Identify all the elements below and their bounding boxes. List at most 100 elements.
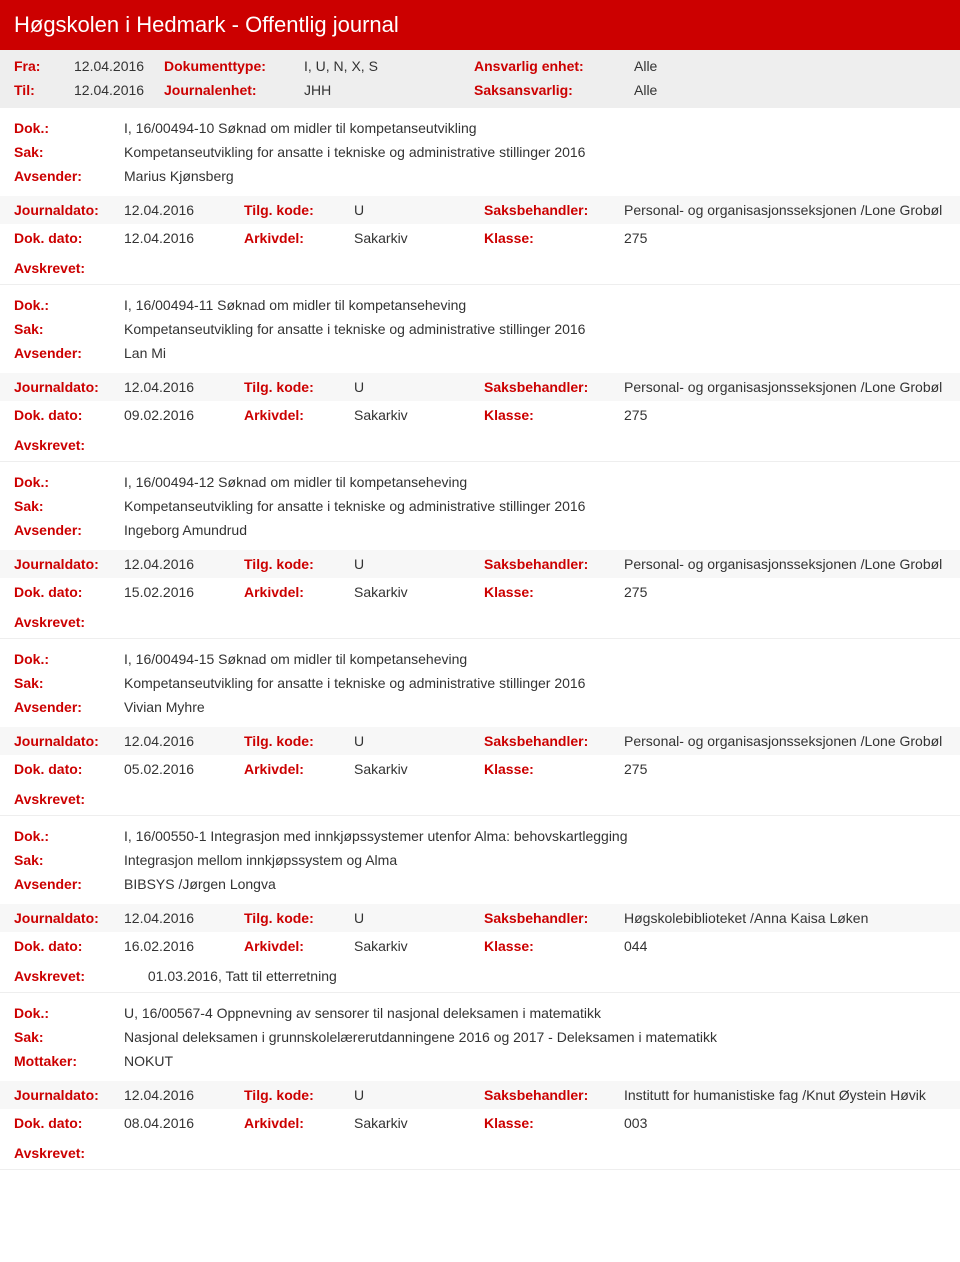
dokdato-label: Dok. dato: bbox=[14, 761, 124, 777]
dok-value: I, 16/00494-15 Søknad om midler til komp… bbox=[124, 651, 946, 667]
saksbehandler-value: Personal- og organisasjonsseksjonen /Lon… bbox=[624, 556, 946, 572]
sak-value: Integrasjon mellom innkjøpssystem og Alm… bbox=[124, 852, 946, 868]
dokdato-value: 15.02.2016 bbox=[124, 584, 244, 600]
klasse-value: 003 bbox=[624, 1115, 946, 1131]
party-label: Avsender: bbox=[14, 345, 124, 361]
dok-label: Dok.: bbox=[14, 474, 124, 490]
sak-value: Nasjonal deleksamen i grunnskolelærerutd… bbox=[124, 1029, 946, 1045]
journaldato-label: Journaldato: bbox=[14, 733, 124, 749]
party-label: Mottaker: bbox=[14, 1053, 124, 1069]
dokdato-label: Dok. dato: bbox=[14, 407, 124, 423]
tilgkode-value: U bbox=[354, 1087, 484, 1103]
journaldato-label: Journaldato: bbox=[14, 379, 124, 395]
filter-block: Fra: 12.04.2016 Dokumenttype: I, U, N, X… bbox=[0, 50, 960, 108]
ansvarlig-value: Alle bbox=[634, 58, 734, 74]
saksbehandler-value: Personal- og organisasjonsseksjonen /Lon… bbox=[624, 733, 946, 749]
dok-value: I, 16/00550-1 Integrasjon med innkjøpssy… bbox=[124, 828, 946, 844]
sak-value: Kompetanseutvikling for ansatte i teknis… bbox=[124, 675, 946, 691]
avskrevet-label: Avskrevet: bbox=[14, 437, 124, 453]
saksbehandler-label: Saksbehandler: bbox=[484, 202, 624, 218]
avskrevet-label: Avskrevet: bbox=[14, 968, 124, 984]
party-value: Vivian Myhre bbox=[124, 699, 946, 715]
saksbehandler-value: Personal- og organisasjonsseksjonen /Lon… bbox=[624, 202, 946, 218]
fra-value: 12.04.2016 bbox=[74, 58, 164, 74]
klasse-label: Klasse: bbox=[484, 584, 624, 600]
saksbehandler-label: Saksbehandler: bbox=[484, 1087, 624, 1103]
tilgkode-value: U bbox=[354, 910, 484, 926]
sak-label: Sak: bbox=[14, 321, 124, 337]
journaldato-value: 12.04.2016 bbox=[124, 202, 244, 218]
sak-value: Kompetanseutvikling for ansatte i teknis… bbox=[124, 321, 946, 337]
dokdato-value: 16.02.2016 bbox=[124, 938, 244, 954]
til-label: Til: bbox=[14, 82, 74, 98]
ansvarlig-label: Ansvarlig enhet: bbox=[474, 58, 634, 74]
page-title: Høgskolen i Hedmark - Offentlig journal bbox=[0, 0, 960, 50]
tilgkode-value: U bbox=[354, 202, 484, 218]
klasse-value: 275 bbox=[624, 407, 946, 423]
saksbehandler-label: Saksbehandler: bbox=[484, 379, 624, 395]
journal-entry: Dok.:I, 16/00494-11 Søknad om midler til… bbox=[0, 285, 960, 462]
dok-value: I, 16/00494-10 Søknad om midler til komp… bbox=[124, 120, 946, 136]
tilgkode-value: U bbox=[354, 379, 484, 395]
dokdato-value: 09.02.2016 bbox=[124, 407, 244, 423]
klasse-value: 275 bbox=[624, 230, 946, 246]
party-value: NOKUT bbox=[124, 1053, 946, 1069]
dokdato-label: Dok. dato: bbox=[14, 230, 124, 246]
journaldato-value: 12.04.2016 bbox=[124, 733, 244, 749]
klasse-label: Klasse: bbox=[484, 1115, 624, 1131]
saksbehandler-value: Institutt for humanistiske fag /Knut Øys… bbox=[624, 1087, 946, 1103]
arkivdel-label: Arkivdel: bbox=[244, 584, 354, 600]
klasse-label: Klasse: bbox=[484, 407, 624, 423]
dok-label: Dok.: bbox=[14, 1005, 124, 1021]
sak-value: Kompetanseutvikling for ansatte i teknis… bbox=[124, 144, 946, 160]
fra-label: Fra: bbox=[14, 58, 74, 74]
party-value: BIBSYS /Jørgen Longva bbox=[124, 876, 946, 892]
dokdato-label: Dok. dato: bbox=[14, 584, 124, 600]
tilgkode-label: Tilg. kode: bbox=[244, 1087, 354, 1103]
dok-label: Dok.: bbox=[14, 828, 124, 844]
avskrevet-label: Avskrevet: bbox=[14, 260, 124, 276]
journaldato-label: Journaldato: bbox=[14, 556, 124, 572]
dokdato-value: 08.04.2016 bbox=[124, 1115, 244, 1131]
party-label: Avsender: bbox=[14, 699, 124, 715]
journaldato-label: Journaldato: bbox=[14, 910, 124, 926]
tilgkode-value: U bbox=[354, 556, 484, 572]
klasse-label: Klasse: bbox=[484, 230, 624, 246]
party-value: Marius Kjønsberg bbox=[124, 168, 946, 184]
doktype-value: I, U, N, X, S bbox=[304, 58, 474, 74]
journaldato-label: Journaldato: bbox=[14, 1087, 124, 1103]
journal-entry: Dok.:I, 16/00550-1 Integrasjon med innkj… bbox=[0, 816, 960, 993]
avskrevet-label: Avskrevet: bbox=[14, 1145, 124, 1161]
journaldato-value: 12.04.2016 bbox=[124, 1087, 244, 1103]
arkivdel-value: Sakarkiv bbox=[354, 584, 484, 600]
saksbehandler-value: Høgskolebiblioteket /Anna Kaisa Løken bbox=[624, 910, 946, 926]
til-value: 12.04.2016 bbox=[74, 82, 164, 98]
sak-value: Kompetanseutvikling for ansatte i teknis… bbox=[124, 498, 946, 514]
saksbehandler-label: Saksbehandler: bbox=[484, 556, 624, 572]
saksbehandler-label: Saksbehandler: bbox=[484, 910, 624, 926]
journaldato-value: 12.04.2016 bbox=[124, 379, 244, 395]
arkivdel-label: Arkivdel: bbox=[244, 1115, 354, 1131]
sak-label: Sak: bbox=[14, 144, 124, 160]
avskrevet-label: Avskrevet: bbox=[14, 614, 124, 630]
arkivdel-label: Arkivdel: bbox=[244, 407, 354, 423]
sak-label: Sak: bbox=[14, 852, 124, 868]
sak-label: Sak: bbox=[14, 498, 124, 514]
saksansvarlig-label: Saksansvarlig: bbox=[474, 82, 634, 98]
journal-entry: Dok.:I, 16/00494-15 Søknad om midler til… bbox=[0, 639, 960, 816]
sak-label: Sak: bbox=[14, 675, 124, 691]
tilgkode-label: Tilg. kode: bbox=[244, 910, 354, 926]
dokdato-label: Dok. dato: bbox=[14, 1115, 124, 1131]
journalenhet-label: Journalenhet: bbox=[164, 82, 304, 98]
dok-value: I, 16/00494-11 Søknad om midler til komp… bbox=[124, 297, 946, 313]
tilgkode-label: Tilg. kode: bbox=[244, 202, 354, 218]
dok-label: Dok.: bbox=[14, 120, 124, 136]
avskrevet-value: 01.03.2016, Tatt til etterretning bbox=[148, 968, 337, 984]
tilgkode-label: Tilg. kode: bbox=[244, 379, 354, 395]
klasse-value: 275 bbox=[624, 761, 946, 777]
journaldato-value: 12.04.2016 bbox=[124, 910, 244, 926]
klasse-value: 044 bbox=[624, 938, 946, 954]
journaldato-value: 12.04.2016 bbox=[124, 556, 244, 572]
arkivdel-value: Sakarkiv bbox=[354, 230, 484, 246]
party-value: Lan Mi bbox=[124, 345, 946, 361]
